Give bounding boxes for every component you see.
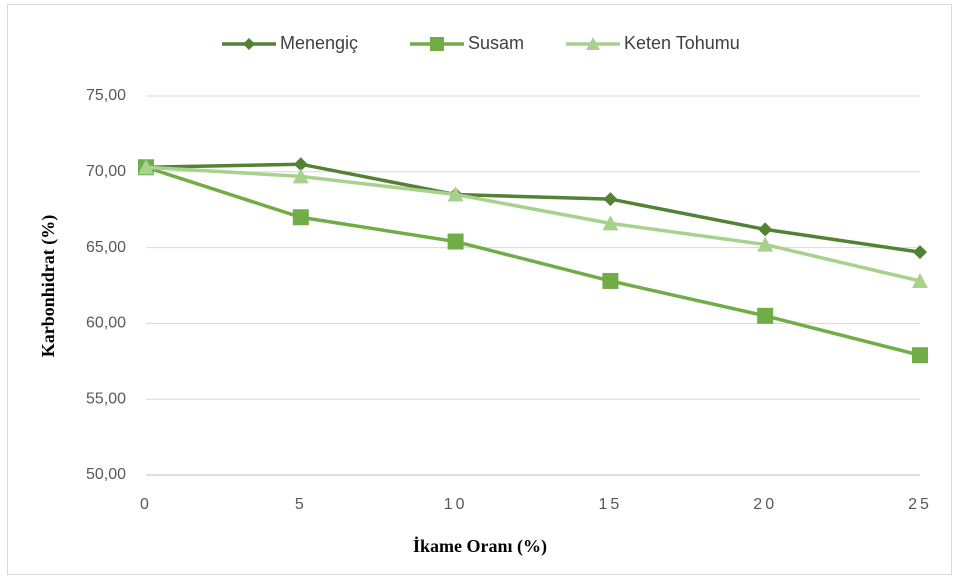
- series-line: [145, 162, 921, 254]
- x-tick-label: 10: [444, 496, 468, 513]
- marker: [602, 272, 619, 289]
- series-line: [145, 165, 921, 283]
- marker: [292, 168, 309, 184]
- legend-marker: [430, 37, 444, 51]
- marker: [758, 222, 773, 237]
- chart-border: [7, 4, 952, 575]
- x-tick-label: 25: [908, 496, 932, 513]
- marker: [912, 272, 928, 288]
- marker: [602, 215, 619, 231]
- marker: [757, 307, 774, 324]
- marker: [603, 192, 618, 207]
- y-tick-label: 65,00: [86, 239, 126, 256]
- legend-label: Keten Tohumu: [624, 33, 740, 53]
- marker: [292, 209, 309, 226]
- y-axis-label: Karbonhidrat (%): [38, 215, 59, 358]
- legend-marker: [586, 37, 600, 50]
- x-tick-label: 15: [599, 496, 623, 513]
- marker: [138, 159, 154, 175]
- y-tick-label: 50,00: [86, 466, 126, 483]
- x-tick-label: 5: [295, 496, 307, 513]
- marker: [757, 236, 774, 252]
- marker: [293, 157, 308, 172]
- marker: [913, 245, 927, 260]
- series-line: [145, 165, 921, 357]
- marker: [912, 347, 928, 364]
- x-axis-label: İkame Oranı (%): [413, 536, 547, 557]
- y-tick-label: 75,00: [86, 87, 126, 104]
- y-tick-label: 55,00: [86, 390, 126, 407]
- marker: [447, 186, 464, 202]
- legend-marker: [243, 38, 255, 50]
- legend-label: Menengiç: [280, 33, 358, 53]
- marker: [447, 233, 464, 250]
- x-tick-label: 0: [140, 496, 152, 513]
- y-tick-label: 70,00: [86, 163, 126, 180]
- y-tick-label: 60,00: [86, 315, 126, 332]
- legend-label: Susam: [468, 33, 524, 53]
- x-tick-label: 20: [753, 496, 777, 513]
